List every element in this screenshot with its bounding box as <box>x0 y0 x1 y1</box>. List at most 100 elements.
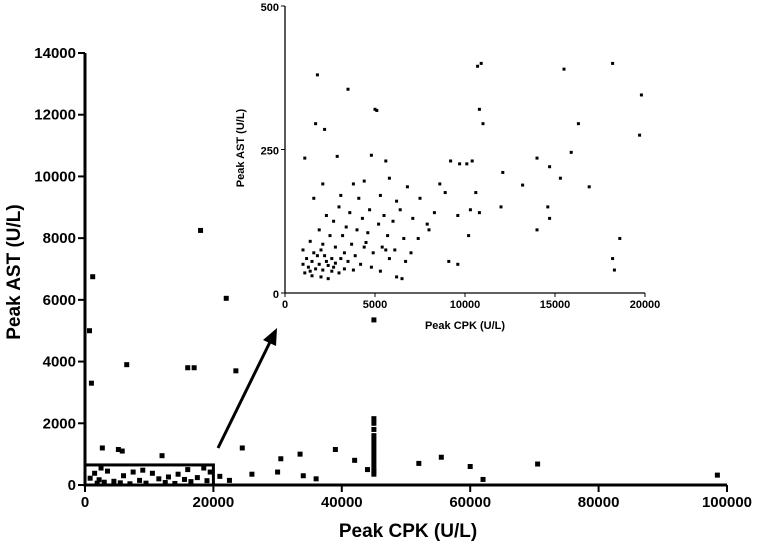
zoom-region-box <box>83 463 215 487</box>
zoom-arrow-head <box>263 328 277 346</box>
inset-data-point <box>380 245 384 249</box>
inset-data-point <box>395 275 399 279</box>
inset-data-point <box>402 236 406 240</box>
inset-data-point <box>323 127 327 131</box>
main-data-point <box>297 451 303 457</box>
inset-data-point <box>333 245 337 249</box>
main-data-point <box>143 480 149 486</box>
inset-data-point <box>324 214 328 218</box>
inset-data-point <box>326 263 330 267</box>
main-data-point <box>124 362 130 368</box>
inset-data-point <box>371 251 375 255</box>
inset-data-point <box>432 211 436 215</box>
main-data-point <box>226 477 232 483</box>
main-data-point <box>194 475 200 481</box>
inset-data-point <box>312 251 316 255</box>
inset-data-point <box>425 222 429 226</box>
inset-data-point <box>303 271 307 275</box>
inset-data-point <box>330 269 334 273</box>
inset-data-point <box>387 176 391 180</box>
inset-data-point <box>447 259 451 263</box>
main-data-point <box>182 476 188 482</box>
inset-data-point <box>369 153 373 157</box>
main-data-point <box>239 445 245 451</box>
inset-data-point <box>369 265 373 269</box>
inset-data-point <box>350 242 354 246</box>
inset-data-point <box>427 228 431 232</box>
inset-data-point <box>359 262 363 266</box>
main-data-point <box>119 448 125 454</box>
main-data-point <box>188 479 194 485</box>
main-data-point <box>127 481 133 487</box>
main-x-tick-label: 100000 <box>702 494 752 511</box>
main-data-point <box>249 471 255 477</box>
inset-data-point <box>330 257 334 261</box>
inset-data-point <box>618 236 622 240</box>
main-data-point <box>371 437 377 443</box>
main-data-point <box>99 445 105 451</box>
main-data-point <box>201 465 207 471</box>
inset-data-point <box>321 268 325 272</box>
inset-data-point <box>353 254 357 258</box>
main-data-point <box>86 328 92 334</box>
main-data-point <box>198 227 204 233</box>
inset-data-point <box>638 133 642 137</box>
main-data-point <box>96 477 102 483</box>
main-data-point <box>364 467 370 473</box>
main-data-point <box>175 471 181 477</box>
inset-data-point <box>418 196 422 200</box>
inset-x-tick-label: 15000 <box>540 299 571 311</box>
inset-data-point <box>373 107 377 111</box>
main-y-tick-label: 8000 <box>43 230 76 247</box>
inset-data-point <box>314 267 318 271</box>
main-data-point <box>371 471 377 477</box>
inset-data-point <box>499 205 503 209</box>
main-data-point <box>172 480 178 486</box>
inset-data-point <box>339 257 343 261</box>
main-x-tick-label: 80000 <box>578 494 620 511</box>
inset-data-point <box>321 182 325 186</box>
main-x-axis-label: Peak CPK (U/L) <box>339 521 477 542</box>
main-data-point <box>92 470 98 476</box>
inset-x-tick-label: 5000 <box>363 299 387 311</box>
inset-data-point <box>378 193 382 197</box>
inset-x-tick-label: 20000 <box>630 299 661 311</box>
inset-data-point <box>449 159 453 163</box>
inset-data-point <box>357 196 361 200</box>
main-x-tick-label: 0 <box>81 494 89 511</box>
inset-x-axis-label: Peak CPK (U/L) <box>425 320 505 332</box>
inset-data-point <box>398 208 402 212</box>
inset-data-point <box>366 231 370 235</box>
inset-data-point <box>323 254 327 258</box>
main-data-point <box>438 454 444 460</box>
inset-data-point <box>346 259 350 263</box>
main-data-point <box>98 465 104 471</box>
inset-data-point <box>386 234 390 238</box>
main-data-point <box>480 476 486 482</box>
inset-data-point <box>558 176 562 180</box>
inset-data-point <box>332 265 336 269</box>
inset-data-point <box>319 248 323 252</box>
main-data-point <box>191 365 197 371</box>
main-data-point <box>217 473 223 479</box>
main-data-point <box>371 456 377 462</box>
main-y-axis-label: Peak AST (U/L) <box>4 204 25 340</box>
main-y-tick-label: 2000 <box>43 415 76 432</box>
inset-data-point <box>467 234 471 238</box>
main-data-point <box>207 469 213 475</box>
inset-data-point <box>315 254 319 258</box>
inset-data-point <box>360 216 364 220</box>
zoom-arrow-line <box>216 341 272 449</box>
inset-data-point <box>468 208 472 212</box>
main-data-point <box>278 456 284 462</box>
main-data-point <box>233 368 239 374</box>
inset-data-point <box>332 219 336 223</box>
inset-data-point <box>405 185 409 189</box>
main-data-point <box>714 472 720 478</box>
main-data-point <box>371 426 377 432</box>
main-data-point <box>416 460 422 466</box>
inset-data-point <box>477 107 481 111</box>
inset-data-point <box>611 257 615 261</box>
inset-y-axis-label: Peak AST (U/L) <box>235 108 247 187</box>
